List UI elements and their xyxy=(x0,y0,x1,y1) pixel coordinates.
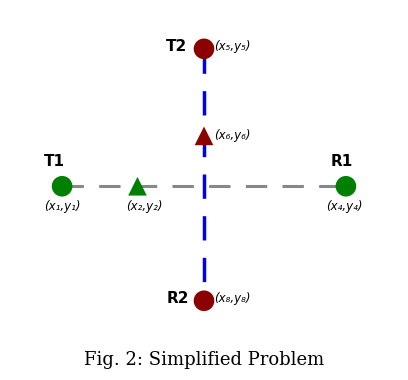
Point xyxy=(201,46,207,52)
Text: (x₂,y₂): (x₂,y₂) xyxy=(126,200,163,213)
Text: R2: R2 xyxy=(166,291,189,306)
Text: (x₁,y₁): (x₁,y₁) xyxy=(44,200,81,213)
Text: (x₈,y₈): (x₈,y₈) xyxy=(214,292,250,305)
Point xyxy=(134,183,141,189)
Point xyxy=(343,183,349,189)
Text: (x₄,y₄): (x₄,y₄) xyxy=(326,200,362,213)
Text: Fig. 2: Simplified Problem: Fig. 2: Simplified Problem xyxy=(84,351,324,369)
Text: T2: T2 xyxy=(166,39,188,54)
Point xyxy=(201,298,207,304)
Text: (x₆,y₆): (x₆,y₆) xyxy=(214,129,250,142)
Text: (x₅,y₅): (x₅,y₅) xyxy=(214,40,250,53)
Text: T1: T1 xyxy=(44,154,65,169)
Point xyxy=(201,133,207,139)
Point xyxy=(59,183,65,189)
Text: R1: R1 xyxy=(330,154,353,169)
